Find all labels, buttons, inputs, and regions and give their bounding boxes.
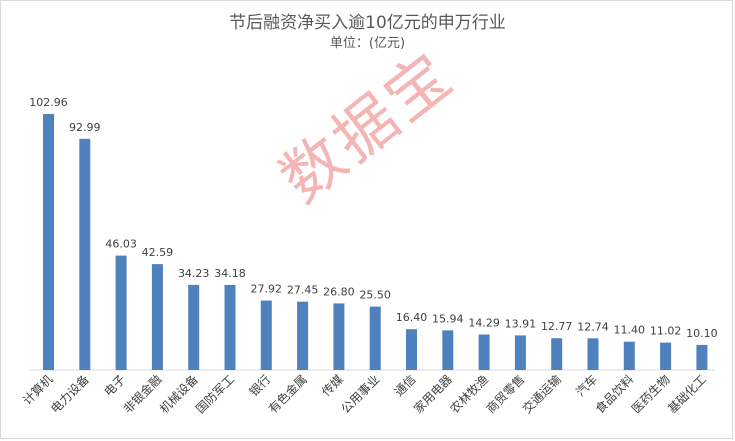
- category-label-11: 家用电器: [410, 372, 455, 417]
- value-label-11: 15.94: [432, 312, 464, 325]
- bar-6: [260, 300, 272, 370]
- value-label-14: 12.77: [541, 320, 573, 333]
- value-label-10: 16.40: [396, 311, 428, 324]
- value-label-0: 102.96: [29, 96, 68, 109]
- value-label-13: 13.91: [505, 317, 537, 330]
- category-label-14: 交通运输: [519, 372, 564, 417]
- chart-title: 节后融资净买入逾10亿元的申万行业: [229, 13, 506, 33]
- value-label-18: 10.10: [686, 327, 718, 340]
- bar-15: [587, 338, 599, 370]
- value-label-6: 27.92: [251, 283, 283, 296]
- bar-14: [551, 338, 563, 370]
- category-label-12: 农林牧渔: [447, 372, 491, 416]
- category-label-6: 银行: [247, 372, 274, 399]
- bar-13: [514, 335, 526, 370]
- category-label-2: 电子: [101, 372, 128, 399]
- category-label-9: 公用事业: [338, 372, 382, 416]
- bar-11: [442, 330, 454, 370]
- category-label-15: 汽车: [573, 372, 601, 400]
- bar-16: [623, 341, 635, 370]
- bar-2: [115, 255, 127, 370]
- category-label-1: 电力设备: [48, 372, 92, 416]
- category-label-8: 传媒: [318, 372, 346, 400]
- chart-subtitle: 单位：(亿元): [329, 36, 406, 51]
- category-label-4: 机械设备: [156, 372, 201, 417]
- bar-1: [79, 138, 91, 370]
- category-label-17: 医药生物: [629, 372, 673, 416]
- bar-5: [224, 285, 236, 370]
- category-label-16: 食品饮料: [592, 372, 637, 417]
- category-label-0: 计算机: [20, 372, 56, 408]
- bar-7: [297, 301, 309, 370]
- category-label-3: 非银金融: [120, 372, 165, 417]
- value-label-2: 46.03: [105, 238, 137, 251]
- bar-0: [43, 114, 54, 370]
- bar-10: [406, 329, 417, 370]
- bar-3: [151, 264, 163, 370]
- category-label-5: 国防军工: [193, 372, 238, 417]
- value-label-15: 12.74: [577, 320, 609, 333]
- bar-9: [369, 306, 381, 370]
- bar-4: [188, 284, 200, 370]
- bar-17: [660, 342, 672, 370]
- category-label-7: 有色金属: [265, 372, 310, 417]
- bar-12: [478, 334, 490, 370]
- value-label-12: 14.29: [468, 317, 500, 330]
- value-label-4: 34.23: [178, 267, 210, 280]
- bar-18: [696, 344, 708, 370]
- value-label-9: 25.50: [359, 289, 391, 302]
- category-label-10: 通信: [392, 372, 419, 399]
- value-label-16: 11.40: [614, 324, 646, 337]
- value-label-1: 92.99: [69, 121, 101, 134]
- value-label-5: 34.18: [214, 267, 246, 280]
- category-label-18: 基础化工: [665, 372, 709, 416]
- value-label-3: 42.59: [142, 246, 174, 259]
- value-label-17: 11.02: [650, 325, 682, 338]
- value-label-8: 26.80: [323, 285, 355, 298]
- category-label-13: 商贸零售: [483, 372, 528, 417]
- value-label-7: 27.45: [287, 284, 319, 297]
- bar-8: [333, 303, 345, 370]
